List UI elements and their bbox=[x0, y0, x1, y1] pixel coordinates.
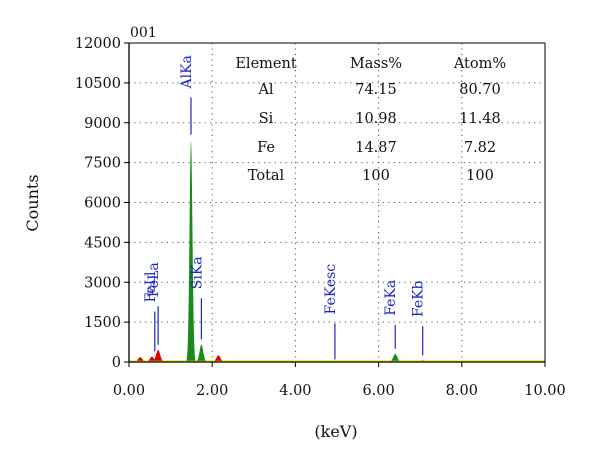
table-header-atom-pct: Atom% bbox=[453, 56, 506, 72]
y-tick-label: 1500 bbox=[84, 315, 121, 331]
peak-label-sika: SiKa bbox=[189, 256, 205, 340]
x-tick-label: 2.00 bbox=[196, 383, 228, 399]
peak-label-text: FeKb bbox=[411, 280, 427, 317]
table-cell: 74.15 bbox=[355, 82, 397, 98]
peak-label-fekesc: FeKesc bbox=[323, 264, 339, 360]
peak-label-text: FeKesc bbox=[323, 264, 339, 315]
spectrum-peak-5 bbox=[212, 355, 225, 362]
composition-table: Element Mass% Atom% Al 74.15 80.70 Si 10.98 11.4… bbox=[235, 56, 506, 184]
peak-label-text: AlKa bbox=[179, 55, 195, 89]
peak-label-alka: AlKa bbox=[179, 55, 195, 135]
table-cell: 100 bbox=[466, 168, 494, 184]
x-axis-title: (keV) bbox=[314, 422, 357, 441]
table-cell: 80.70 bbox=[459, 82, 501, 98]
y-axis-title: Counts bbox=[23, 174, 42, 231]
y-tick-label: 4500 bbox=[84, 235, 121, 251]
grid-lines bbox=[129, 43, 545, 362]
table-cell: 7.82 bbox=[464, 140, 496, 156]
x-tick-label: 10.00 bbox=[524, 383, 566, 399]
y-tick-label: 7500 bbox=[84, 156, 121, 172]
peak-label-fekb: FeKb bbox=[411, 280, 427, 356]
sample-label: 001 bbox=[130, 25, 157, 41]
table-cell: Si bbox=[259, 111, 274, 127]
table-cell: Fe bbox=[257, 140, 275, 156]
y-tick-label: 10500 bbox=[75, 76, 121, 92]
axes: 0 1500 3000 4500 6000 7500 9000 10500 12000 0.00 2… bbox=[75, 36, 566, 399]
peak-label-fell: FeLl bbox=[143, 271, 159, 352]
table-cell: 10.98 bbox=[355, 111, 397, 127]
peak-label-text: FeKa bbox=[383, 280, 399, 316]
y-tick-label: 9000 bbox=[84, 116, 121, 132]
y-tick-label: 3000 bbox=[84, 275, 121, 291]
peak-label-text: SiKa bbox=[189, 256, 205, 289]
table-cell: Al bbox=[257, 82, 273, 98]
spectrum-peak-2 bbox=[151, 350, 165, 362]
x-tick-label: 8.00 bbox=[446, 383, 478, 399]
spectrum-peak-3 bbox=[186, 141, 196, 362]
x-tick-label: 0.00 bbox=[113, 383, 145, 399]
spectrum-peak-6 bbox=[389, 354, 402, 362]
x-tick-label: 4.00 bbox=[279, 383, 311, 399]
table-header-mass-pct: Mass% bbox=[350, 56, 402, 72]
y-tick-label: 0 bbox=[112, 355, 121, 371]
table-cell: 100 bbox=[362, 168, 390, 184]
y-tick-label: 12000 bbox=[75, 36, 121, 52]
peak-label-feka: FeKa bbox=[383, 280, 399, 349]
y-tick-label: 6000 bbox=[84, 196, 121, 212]
spectrum-peak-4 bbox=[195, 344, 207, 362]
table-header-element: Element bbox=[235, 56, 296, 72]
x-tick-label: 6.00 bbox=[362, 383, 394, 399]
peak-label-fela: FeLa bbox=[146, 262, 162, 345]
peak-label-text: FeLa bbox=[146, 262, 162, 297]
table-cell: Total bbox=[248, 168, 285, 184]
table-cell: 14.87 bbox=[355, 140, 397, 156]
peak-label-text: FeLl bbox=[143, 271, 159, 303]
table-cell: 11.48 bbox=[459, 111, 501, 127]
